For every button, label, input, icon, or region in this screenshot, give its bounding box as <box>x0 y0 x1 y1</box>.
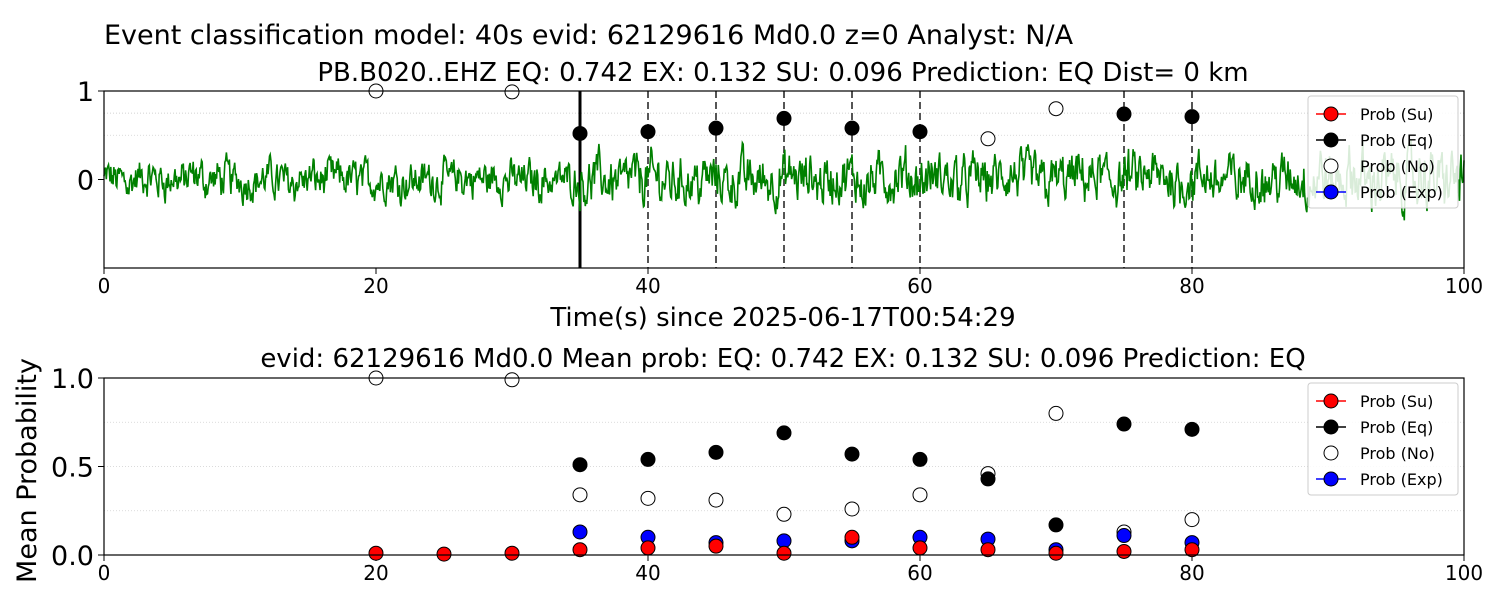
legend-label: Prob (No) <box>1360 157 1435 176</box>
waveform-probability-points <box>368 83 1200 147</box>
mean-prob-point <box>980 542 996 558</box>
mean-prob-point <box>844 501 860 517</box>
mean-prob-point <box>1116 416 1132 432</box>
mean-prob-point <box>640 540 656 556</box>
legend-label: Prob (Exp) <box>1360 183 1443 202</box>
prob-point <box>1048 101 1064 117</box>
legend-marker <box>1323 445 1339 461</box>
mean-prob-point <box>776 425 792 441</box>
waveform-title: PB.B020..EHZ EQ: 0.742 EX: 0.132 SU: 0.0… <box>317 58 1248 88</box>
y-tick-label: 1 <box>77 77 94 108</box>
legend-marker <box>1323 184 1339 200</box>
legend-marker <box>1323 471 1339 487</box>
legend-label: Prob (Eq) <box>1360 418 1433 437</box>
mean-prob-point <box>436 546 452 562</box>
mean-prob-point <box>1116 528 1132 544</box>
x-tick-label: 100 <box>1445 274 1483 298</box>
mean-prob-point <box>1048 405 1064 421</box>
legend-marker <box>1323 158 1339 174</box>
x-tick-label: 60 <box>907 274 932 298</box>
y-tick-label: 0.0 <box>51 541 94 572</box>
mean-probability-panel: evid: 62129616 Md0.0 Mean prob: EQ: 0.74… <box>12 344 1483 585</box>
waveform-line <box>103 139 1465 221</box>
mean-probability-legend: Prob (Su) Prob (Eq) Prob (No) Prob (Exp) <box>1307 382 1459 496</box>
legend-label: Prob (Eq) <box>1360 131 1433 150</box>
x-tick-label: 40 <box>635 561 660 585</box>
x-tick-label: 80 <box>1179 274 1204 298</box>
mean-prob-point <box>572 487 588 503</box>
prob-point <box>640 124 656 140</box>
mean-probability-ylabel: Mean Probability <box>12 358 43 583</box>
mean-prob-point <box>912 451 928 467</box>
legend-label: Prob (Su) <box>1360 392 1433 411</box>
x-tick-label: 20 <box>363 274 388 298</box>
legend-label: Prob (Su) <box>1360 105 1433 124</box>
mean-prob-point <box>708 492 724 508</box>
mean-prob-point <box>844 529 860 545</box>
prob-point <box>776 110 792 126</box>
mean-prob-point <box>1048 545 1064 561</box>
legend-marker <box>1323 393 1339 409</box>
mean-prob-point <box>912 540 928 556</box>
mean-prob-point <box>1184 421 1200 437</box>
waveform-axes-frame <box>103 90 1465 269</box>
mean-prob-point <box>640 451 656 467</box>
y-tick-label: 0 <box>77 166 94 197</box>
waveform-ticks: 0 20 40 60 80 100 0 1 <box>77 77 1483 298</box>
mean-prob-point <box>1116 543 1132 559</box>
waveform-legend: Prob (Su) Prob (Eq) Prob (No) Prob (Exp) <box>1307 95 1459 209</box>
mean-prob-point <box>572 542 588 558</box>
legend-label: Prob (No) <box>1360 444 1435 463</box>
mean-prob-point <box>844 446 860 462</box>
mean-probability-points <box>368 370 1200 562</box>
mean-prob-point <box>572 524 588 540</box>
mean-prob-point <box>504 545 520 561</box>
x-tick-label: 100 <box>1445 561 1483 585</box>
waveform-marker-lines <box>578 91 1193 268</box>
x-tick-label: 80 <box>1179 561 1204 585</box>
mean-prob-point <box>776 545 792 561</box>
prob-point <box>1116 106 1132 122</box>
x-tick-label: 60 <box>907 561 932 585</box>
prob-point <box>1184 109 1200 125</box>
prob-point <box>504 84 520 100</box>
legend-label: Prob (Exp) <box>1360 470 1443 489</box>
y-tick-label: 0.5 <box>51 453 94 484</box>
x-tick-label: 0 <box>98 274 111 298</box>
mean-prob-point <box>504 372 520 388</box>
x-tick-label: 40 <box>635 274 660 298</box>
prob-point <box>708 120 724 136</box>
mean-prob-point <box>776 506 792 522</box>
legend-box <box>1307 95 1459 209</box>
waveform-panel: PB.B020..EHZ EQ: 0.742 EX: 0.132 SU: 0.0… <box>77 58 1483 333</box>
mean-prob-point <box>1184 542 1200 558</box>
mean-prob-point <box>640 490 656 506</box>
prob-point <box>980 131 996 147</box>
mean-prob-point <box>708 538 724 554</box>
mean-probability-ticks: 0 20 40 60 80 100 0.0 0.5 1.0 <box>51 364 1483 585</box>
mean-prob-point <box>368 545 384 561</box>
mean-prob-point <box>912 487 928 503</box>
legend-marker <box>1323 106 1339 122</box>
x-tick-label: 20 <box>363 561 388 585</box>
legend-marker <box>1323 132 1339 148</box>
prob-point <box>844 120 860 136</box>
figure-suptitle: Event classification model: 40s evid: 62… <box>104 20 1074 51</box>
prob-point <box>912 124 928 140</box>
y-tick-label: 1.0 <box>51 364 94 395</box>
legend-marker <box>1323 419 1339 435</box>
mean-probability-axes-frame <box>103 377 1465 556</box>
mean-probability-title: evid: 62129616 Md0.0 Mean prob: EQ: 0.74… <box>260 344 1305 374</box>
mean-prob-point <box>708 444 724 460</box>
waveform-xlabel: Time(s) since 2025-06-17T00:54:29 <box>549 303 1015 333</box>
waveform-trace <box>103 139 1465 221</box>
mean-prob-point <box>1184 512 1200 528</box>
mean-prob-point <box>980 471 996 487</box>
legend-box <box>1307 382 1459 496</box>
mean-prob-point <box>1048 517 1064 533</box>
mean-prob-point <box>572 457 588 473</box>
prob-point <box>572 125 588 141</box>
x-tick-label: 0 <box>98 561 111 585</box>
